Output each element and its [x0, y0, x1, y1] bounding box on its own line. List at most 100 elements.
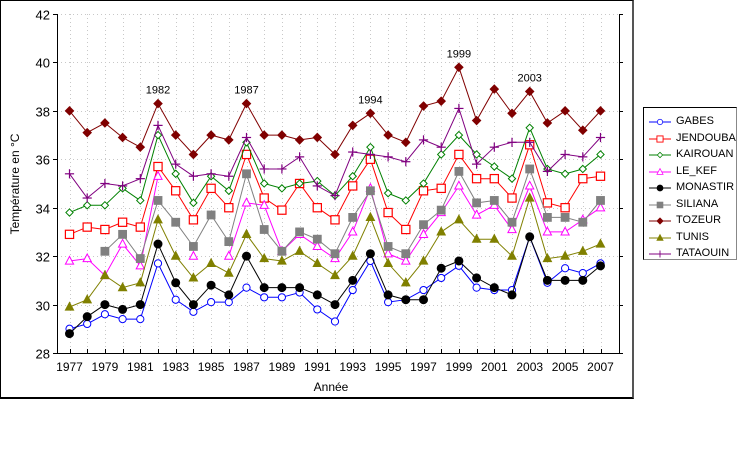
data-point-gabes: [83, 319, 92, 329]
y-tick-label: 40: [36, 56, 50, 71]
data-point-tataouin: [224, 171, 234, 181]
data-point-gabes: [207, 298, 216, 307]
data-point-kairouan: [65, 208, 74, 217]
data-point-le-kef: [82, 252, 93, 263]
data-point-jendouba: [100, 224, 110, 235]
data-point-tataouin: [489, 142, 499, 152]
y-axis-label: Température en °C: [8, 133, 22, 234]
legend-marker-shape: [656, 167, 664, 175]
data-point-tataouin: [153, 120, 163, 130]
data-point-tataouin: [330, 191, 340, 201]
data-point-tozeur: [294, 135, 305, 145]
data-point-monastir: [100, 300, 110, 310]
data-point-tataouin: [560, 149, 570, 160]
data-point-siliana: [454, 166, 464, 176]
data-point-monastir: [330, 300, 340, 310]
legend: GABES JENDOUBA KAIROUAN LE_KEF MONASTIR SILIA…: [643, 107, 737, 260]
data-point-tunis: [560, 250, 571, 260]
data-point-tataouin: [454, 103, 464, 114]
x-tick-label: 1983: [162, 360, 189, 374]
data-point-siliana: [312, 234, 322, 244]
series-monastir: [65, 232, 605, 339]
legend-swatch: [649, 184, 671, 192]
x-tick-label: 2001: [481, 360, 508, 374]
data-point-siliana: [348, 213, 358, 222]
data-point-kairouan: [489, 162, 499, 171]
data-point-jendouba: [471, 173, 482, 184]
data-point-le-kef: [347, 226, 358, 236]
data-point-tunis: [330, 269, 340, 280]
data-point-tataouin: [525, 137, 535, 147]
data-point-gabes: [100, 310, 110, 319]
data-point-siliana: [153, 196, 163, 205]
x-tick-label: 1993: [339, 360, 366, 374]
data-point-siliana: [118, 229, 127, 239]
legend-marker: [656, 134, 664, 143]
data-point-jendouba: [348, 181, 358, 191]
data-point-tataouin: [542, 166, 552, 176]
data-point-siliana: [259, 225, 269, 234]
data-point-monastir: [65, 329, 74, 339]
legend-marker-shape: [656, 233, 664, 241]
annotation-label: 2003: [517, 72, 541, 84]
data-point-tataouin: [472, 159, 482, 169]
data-point-le-kef: [383, 248, 394, 258]
data-point-tunis: [347, 250, 358, 260]
data-point-kairouan: [454, 130, 464, 140]
data-point-tozeur: [330, 149, 340, 160]
data-point-kairouan: [472, 150, 481, 159]
data-point-jendouba: [418, 186, 429, 196]
data-point-le-kef: [524, 180, 535, 190]
data-point-tozeur: [418, 101, 429, 111]
data-point-tunis: [82, 294, 93, 304]
data-point-gabes: [153, 259, 163, 268]
data-point-siliana: [401, 249, 411, 259]
data-point-tunis: [577, 245, 588, 255]
x-tick-label: 1987: [233, 360, 260, 374]
legend-marker: [656, 201, 664, 208]
legend-swatch: [649, 201, 671, 208]
data-point-siliana: [383, 242, 393, 251]
data-point-monastir: [188, 300, 198, 310]
data-point-siliana: [135, 254, 145, 263]
data-point-kairouan: [596, 150, 605, 159]
data-point-tataouin: [578, 152, 588, 162]
data-point-tataouin: [241, 132, 252, 143]
legend-marker: [656, 151, 664, 159]
data-point-tozeur: [365, 108, 376, 119]
legend-item-monastir: MONASTIR: [648, 180, 738, 196]
data-point-monastir: [507, 290, 517, 300]
y-tick-label: 30: [36, 299, 50, 314]
data-point-tunis: [365, 211, 376, 221]
data-point-kairouan: [100, 200, 110, 210]
data-point-jendouba: [188, 215, 199, 225]
data-point-kairouan: [171, 169, 181, 179]
data-point-tunis: [99, 269, 110, 280]
data-point-tunis: [241, 228, 252, 238]
data-point-tozeur: [400, 137, 411, 148]
data-point-siliana: [171, 217, 181, 227]
data-point-tozeur: [100, 118, 110, 128]
legend-marker: [656, 250, 664, 258]
x-tick-label: 1989: [269, 360, 296, 374]
data-point-tunis: [453, 214, 464, 224]
data-point-tozeur: [471, 115, 482, 126]
legend-marker: [656, 233, 664, 241]
x-axis-label: Année: [314, 380, 349, 394]
data-point-gabes: [561, 264, 570, 273]
data-point-jendouba: [489, 173, 500, 184]
x-tick-label: 2005: [552, 360, 579, 374]
data-point-monastir: [153, 239, 163, 249]
data-point-le-kef: [117, 238, 128, 248]
data-point-jendouba: [117, 217, 128, 227]
data-point-siliana: [578, 217, 588, 227]
data-point-siliana: [295, 227, 305, 237]
legend-swatch: [649, 167, 671, 175]
data-point-monastir: [171, 278, 181, 288]
data-point-tataouin: [100, 178, 110, 189]
data-point-tataouin: [312, 181, 322, 191]
legend-marker-shape: [656, 201, 664, 208]
legend-label: TATAOUIN: [676, 247, 730, 259]
data-point-tozeur: [223, 135, 234, 145]
annotation-label: 1987: [234, 85, 258, 97]
